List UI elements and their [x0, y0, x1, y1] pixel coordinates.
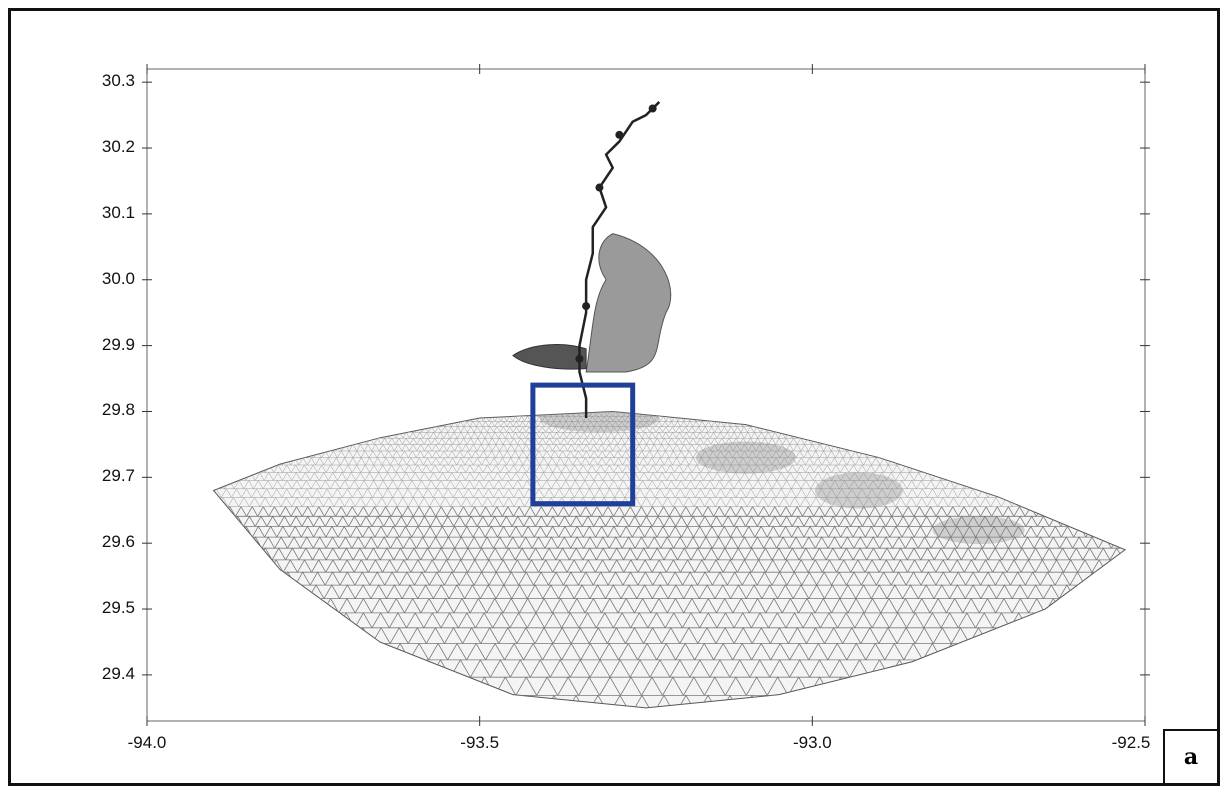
upstream-lake-region [585, 233, 672, 373]
mesh-row [213, 559, 1126, 573]
marsh-lobe [512, 344, 587, 370]
y-tick-label: 29.9 [101, 334, 135, 354]
y-tick-label: 29.4 [101, 663, 135, 683]
mesh-dense-patch [539, 411, 660, 433]
mesh-dense-patch [932, 516, 1025, 545]
mesh-row [213, 571, 1126, 586]
river-meander-node [582, 302, 591, 311]
y-tick-label: 29.5 [101, 598, 135, 618]
x-tick-label: -92.5 [1111, 733, 1151, 752]
figure-frame: 30.3 30.2 30.1 30.0 29.9 29.8 29.7 29.6 29.5 29.4… [8, 8, 1220, 786]
mesh-row [191, 402, 1175, 406]
y-tick-label: 29.7 [101, 466, 135, 486]
y-tick-label: 30.3 [101, 71, 135, 91]
mesh-row [213, 411, 1126, 412]
x-tick-label: -93.0 [792, 733, 832, 752]
mesh-plot [142, 64, 1175, 726]
mesh-dense-patch [695, 441, 796, 474]
y-tick-label: 29.8 [101, 400, 135, 420]
y-tick-label: 30.2 [101, 137, 135, 157]
mesh-row [213, 547, 1126, 561]
river-meander-node [615, 130, 624, 139]
mesh-row [213, 536, 1126, 549]
mesh-dense-patch [814, 472, 903, 509]
y-tick-label: 30.1 [101, 202, 135, 222]
x-tick-label: -93.5 [460, 733, 500, 752]
y-tick-label: 29.6 [101, 532, 135, 552]
y-tick-label: 30.0 [101, 268, 135, 288]
mesh-row [213, 411, 1126, 417]
river-meander-node [595, 183, 604, 192]
x-tick-label: -94.0 [127, 733, 167, 752]
mesh-row [213, 525, 1126, 538]
river-meander-node [575, 354, 584, 363]
panel-label: a [1163, 729, 1217, 783]
plot-area-border [146, 68, 1146, 722]
highlight-box [530, 382, 636, 507]
river-meander-node [648, 104, 657, 113]
